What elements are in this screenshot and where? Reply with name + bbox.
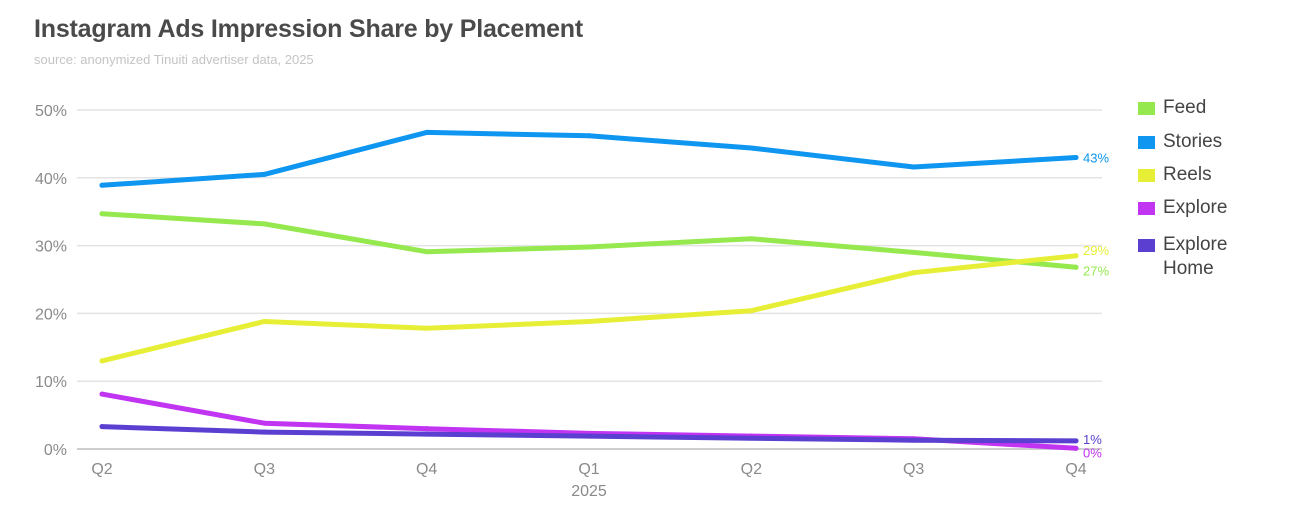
- data-point-reels: [911, 270, 917, 276]
- series-line-reels: [99, 253, 1079, 364]
- y-tick-label: 20%: [35, 306, 67, 323]
- data-point-explore-home: [99, 424, 105, 430]
- data-point-feed: [748, 236, 754, 242]
- data-point-reels: [424, 325, 430, 331]
- data-point-stories: [1073, 154, 1079, 160]
- legend-item-explore: Explore: [1138, 196, 1243, 220]
- data-point-explore: [1073, 445, 1079, 451]
- data-point-reels: [99, 358, 105, 364]
- data-point-feed: [261, 221, 267, 227]
- data-point-explore-home: [748, 435, 754, 441]
- x-tick-label: Q2: [741, 461, 762, 478]
- x-tick-label: Q4: [416, 461, 437, 478]
- data-point-reels: [1073, 253, 1079, 259]
- legend-label-reels: Reels: [1163, 164, 1212, 185]
- legend-item-reels: Reels: [1138, 163, 1243, 187]
- data-point-stories: [99, 182, 105, 188]
- legend-item-stories: Stories: [1138, 130, 1243, 154]
- data-point-stories: [748, 145, 754, 151]
- x-tick-label: Q1: [578, 461, 599, 478]
- y-tick-label: 0%: [44, 442, 67, 459]
- x-tick-label: Q3: [254, 461, 275, 478]
- data-point-feed: [99, 211, 105, 217]
- legend-swatch-reels: [1138, 169, 1155, 182]
- chart-subtitle: source: anonymized Tinuiti advertiser da…: [34, 52, 314, 67]
- y-tick-label: 30%: [35, 239, 67, 256]
- data-point-explore: [261, 420, 267, 426]
- legend-item-feed: Feed: [1138, 96, 1243, 120]
- end-label-explore-home: 1%: [1083, 432, 1102, 447]
- series-line-feed: [99, 211, 1079, 270]
- legend-item-explore-home: Explore Home: [1138, 233, 1243, 281]
- data-point-explore-home: [911, 437, 917, 443]
- y-tick-label: 10%: [35, 374, 67, 391]
- legend-label-feed: Feed: [1163, 97, 1207, 118]
- legend-swatch-explore-home: [1138, 239, 1155, 252]
- legend-label-explore: Explore: [1163, 197, 1228, 218]
- data-point-reels: [748, 308, 754, 314]
- legend-swatch-feed: [1138, 102, 1155, 115]
- data-point-feed: [586, 244, 592, 250]
- x-year-label: 2025: [571, 483, 607, 500]
- data-point-explore-home: [424, 431, 430, 437]
- data-point-stories: [586, 133, 592, 139]
- data-point-explore-home: [586, 433, 592, 439]
- x-tick-label: Q2: [91, 461, 112, 478]
- end-label-reels: 29%: [1083, 243, 1109, 258]
- legend-swatch-explore: [1138, 202, 1155, 215]
- data-point-reels: [586, 319, 592, 325]
- x-tick-label: Q3: [903, 461, 924, 478]
- data-point-feed: [1073, 264, 1079, 270]
- end-label-explore: 0%: [1083, 445, 1102, 460]
- y-tick-label: 40%: [35, 171, 67, 188]
- data-point-explore-home: [261, 429, 267, 435]
- data-point-reels: [261, 319, 267, 325]
- data-point-feed: [424, 249, 430, 255]
- end-label-stories: 43%: [1083, 150, 1109, 165]
- x-tick-label: Q4: [1065, 461, 1086, 478]
- data-point-explore: [424, 426, 430, 432]
- data-point-stories: [261, 171, 267, 177]
- data-point-explore: [99, 391, 105, 397]
- y-tick-label: 50%: [35, 103, 67, 120]
- legend-label-stories: Stories: [1163, 131, 1223, 152]
- data-point-stories: [424, 129, 430, 135]
- chart-title: Instagram Ads Impression Share by Placem…: [34, 15, 584, 43]
- legend-swatch-stories: [1138, 136, 1155, 149]
- data-point-feed: [911, 249, 917, 255]
- legend-label-explore-home: Explore Home: [1163, 234, 1228, 279]
- data-point-stories: [911, 164, 917, 170]
- data-point-explore-home: [1073, 438, 1079, 444]
- end-label-feed: 27%: [1083, 263, 1109, 278]
